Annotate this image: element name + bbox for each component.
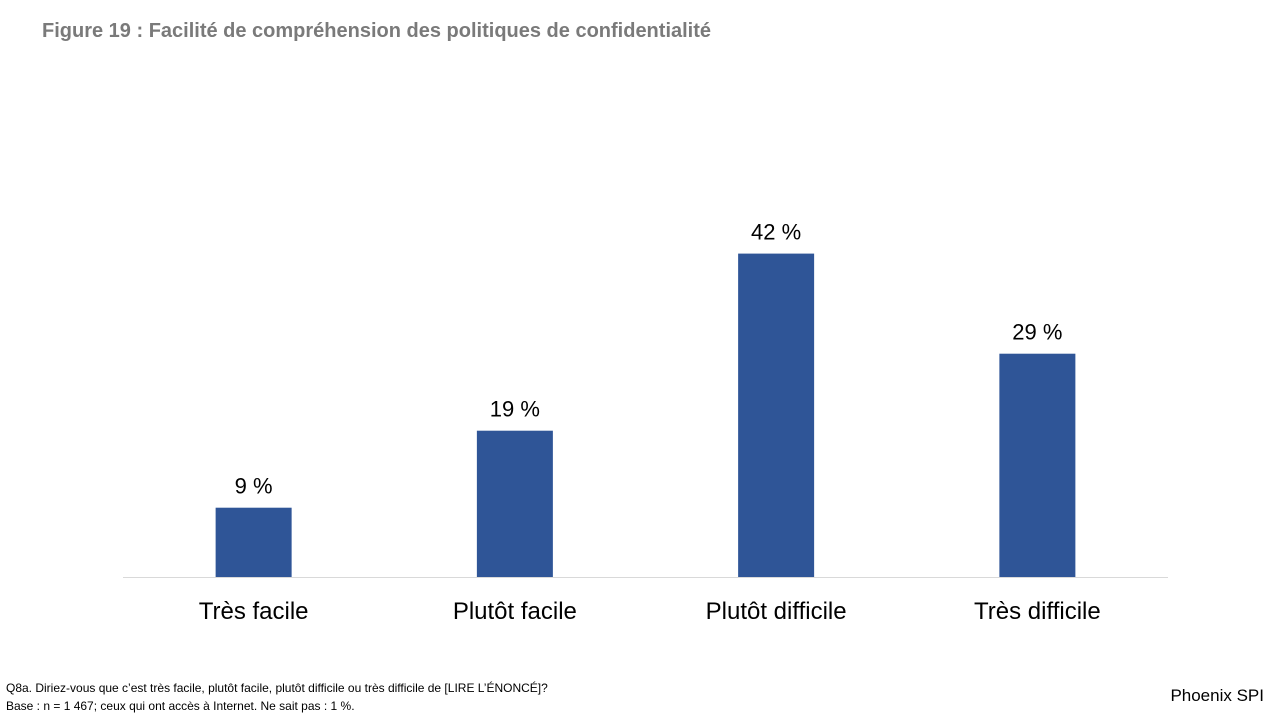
chart-title: Figure 19 : Facilité de compréhension de… (42, 20, 712, 42)
bar-3 (999, 353, 1076, 577)
footnote-base: Base : n = 1 467; ceux qui ont accès à I… (6, 699, 355, 713)
data-label-3: 29 % (1012, 320, 1062, 345)
brand-label: Phoenix SPI (1170, 686, 1264, 705)
data-label-2: 42 % (751, 220, 801, 245)
category-label-0: Très facile (199, 598, 309, 625)
data-label-1: 19 % (490, 397, 540, 422)
category-label-2: Plutôt difficile (706, 598, 847, 625)
footnote-question: Q8a. Diriez-vous que c’est très facile, … (6, 681, 548, 695)
bar-0 (215, 507, 292, 577)
bar-1 (476, 430, 553, 577)
category-label-1: Plutôt facile (453, 598, 577, 625)
category-label-3: Très difficile (974, 598, 1101, 625)
data-label-0: 9 % (235, 474, 273, 499)
bar-2 (738, 253, 815, 577)
